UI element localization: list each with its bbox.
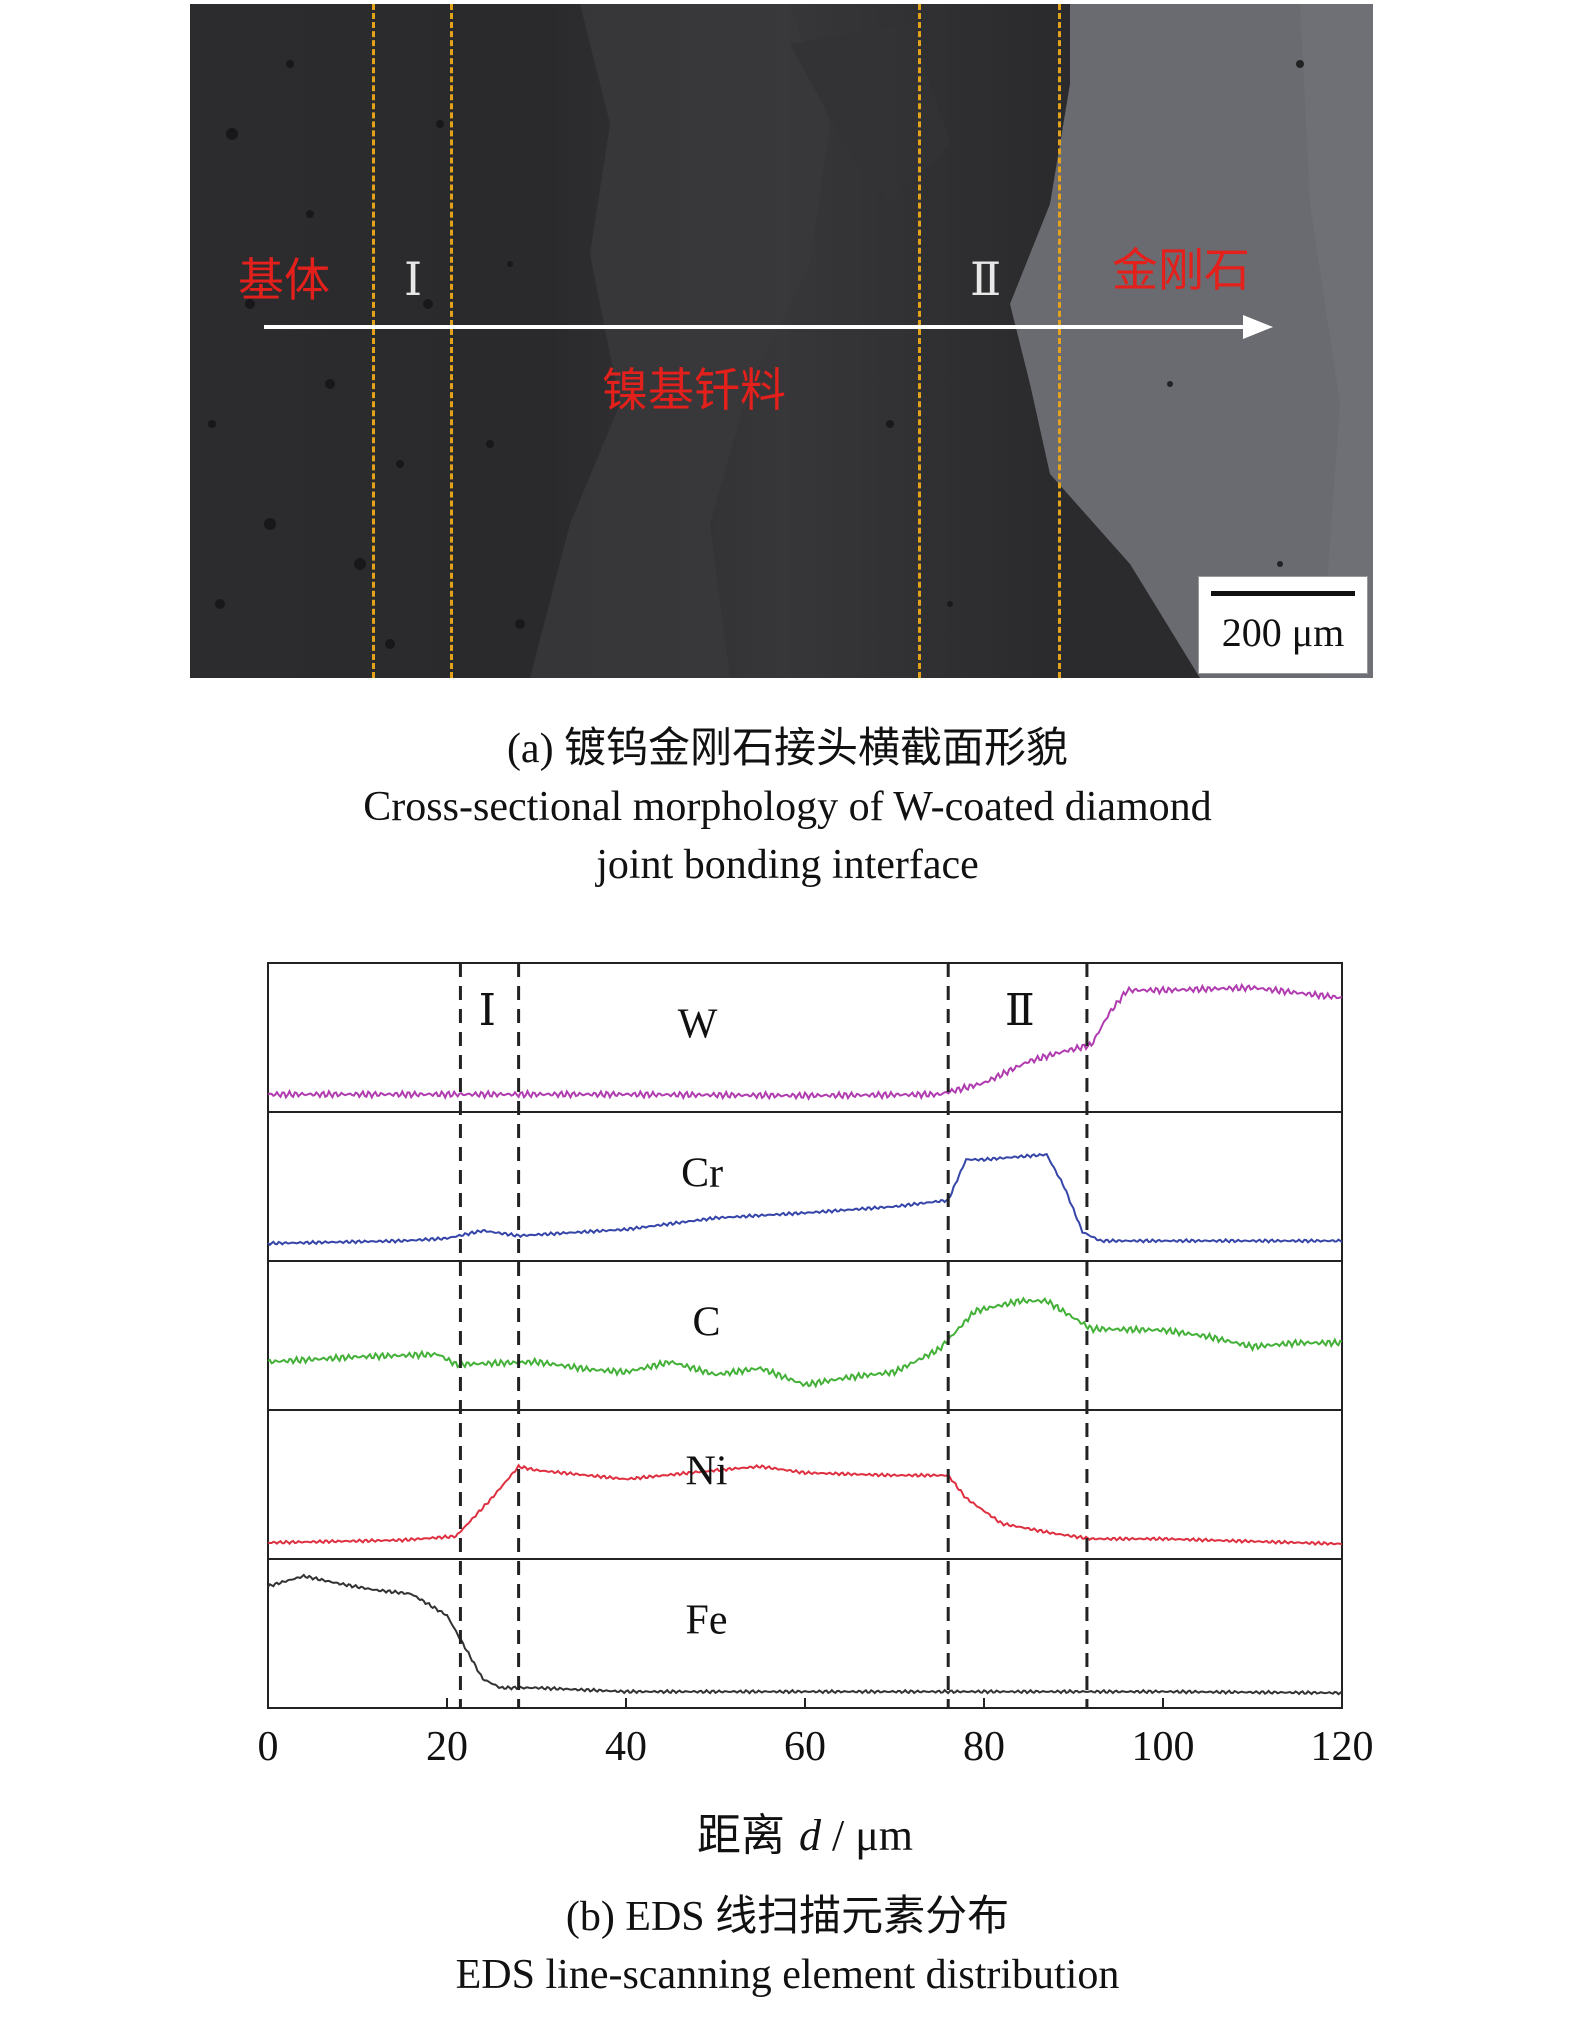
scan-arrow <box>264 315 1273 339</box>
x-axis-label: 距离 d / μm <box>697 1810 913 1861</box>
scale-bar-label: 200 μm <box>1221 610 1345 655</box>
caption-a-en-2: joint bonding interface <box>596 842 979 888</box>
series-label-c: C <box>693 1300 721 1346</box>
caption-b-en: EDS line-scanning element distribution <box>455 1952 1120 1998</box>
caption-b-cn: (b) EDS 线扫描元素分布 <box>565 1894 1010 1940</box>
boundary-line-1 <box>372 4 375 678</box>
series-label-fe: Fe <box>686 1598 728 1644</box>
x-tick-label-40: 40 <box>605 1724 647 1770</box>
caption-a-cn: (a) 镀钨金刚石接头横截面形貌 <box>506 726 1069 772</box>
boundary-line-3 <box>918 4 921 678</box>
scale-bar <box>1211 591 1355 596</box>
series-line-cr <box>267 1152 1343 1247</box>
boundary-line-4 <box>1058 4 1061 678</box>
eds-line-scan-chart: W Cr C Ni Fe Ⅰ Ⅱ 0 20 40 60 80 100 120 距离 d / μm <box>258 962 1374 1861</box>
label-diamond: 金刚石 <box>1112 243 1250 297</box>
x-axis-label-unit: / μm <box>821 1811 913 1860</box>
label-zone-1: Ⅰ <box>404 254 423 305</box>
x-tick-label-100: 100 <box>1132 1724 1195 1770</box>
series-line-fe <box>267 1573 1343 1696</box>
scale-bar-box: 200 μm <box>1198 576 1368 674</box>
plot-frame <box>267 962 1343 1709</box>
micrograph-texture <box>190 4 1373 678</box>
x-tick-label-80: 80 <box>963 1724 1005 1770</box>
series-line-w <box>267 982 1343 1101</box>
label-substrate: 基体 <box>238 253 330 307</box>
x-tick-label-20: 20 <box>426 1724 468 1770</box>
series-label-ni: Ni <box>686 1449 728 1495</box>
x-tick-label-60: 60 <box>784 1724 826 1770</box>
chart-zone-label-2: Ⅱ <box>1005 986 1035 1035</box>
x-axis-label-prefix: 距离 <box>697 1810 799 1861</box>
label-zone-2: Ⅱ <box>970 254 1002 305</box>
caption-a-en-1: Cross-sectional morphology of W-coated d… <box>363 784 1212 830</box>
x-axis-label-var: d <box>799 1811 822 1860</box>
boundary-line-2 <box>450 4 453 678</box>
micrograph: 基体 Ⅰ 镍基钎料 Ⅱ 金刚石 200 μm <box>190 4 1373 678</box>
series-line-ni <box>267 1463 1343 1547</box>
series-label-w: W <box>678 1002 718 1048</box>
series-label-cr: Cr <box>681 1151 723 1197</box>
series-line-c <box>267 1296 1343 1389</box>
chart-zone-label-1: Ⅰ <box>479 986 496 1035</box>
x-tick-label-120: 120 <box>1311 1724 1374 1770</box>
x-tick-label-0: 0 <box>258 1724 279 1770</box>
label-filler: 镍基钎料 <box>602 363 786 417</box>
